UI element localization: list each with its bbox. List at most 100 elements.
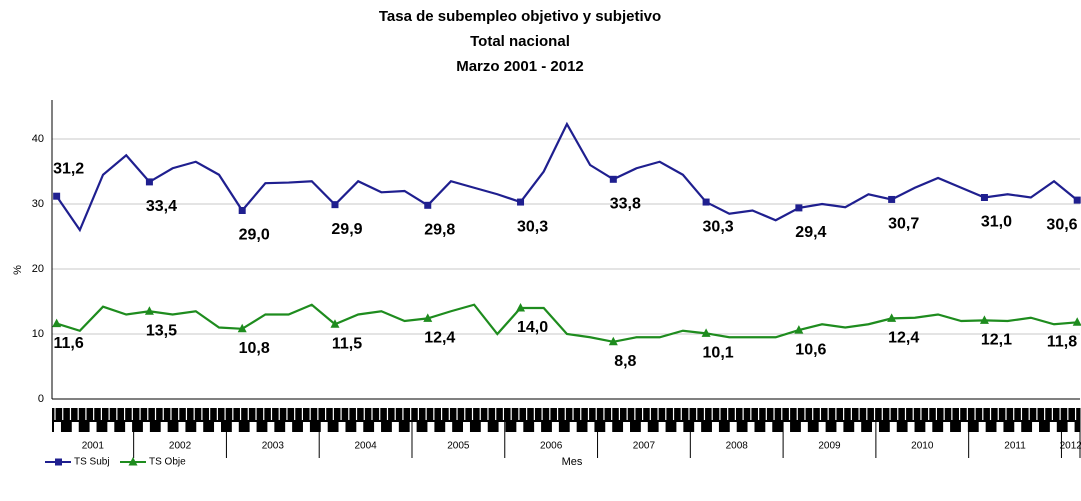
marker bbox=[53, 192, 61, 200]
marker bbox=[1073, 196, 1081, 204]
data-label: 31,0 bbox=[981, 214, 1012, 231]
month-gap-low bbox=[338, 422, 346, 432]
month-gap-low bbox=[640, 422, 648, 432]
month-gap-low bbox=[765, 422, 773, 432]
x-tick-label: 2012 bbox=[1060, 441, 1081, 452]
month-gap-low bbox=[249, 422, 257, 432]
month-gap-low bbox=[1049, 422, 1057, 432]
month-gap-low bbox=[854, 422, 862, 432]
legend-label: TS Obje bbox=[149, 457, 186, 468]
marker bbox=[52, 318, 62, 328]
marker bbox=[795, 204, 803, 212]
x-tick-label: 2008 bbox=[726, 441, 749, 452]
marker bbox=[980, 194, 988, 201]
legend-label: TS Subj bbox=[74, 457, 110, 468]
marker bbox=[608, 336, 618, 346]
data-label: 29,4 bbox=[795, 224, 826, 241]
month-gap-low bbox=[89, 422, 97, 432]
data-label: 12,4 bbox=[888, 330, 919, 347]
month-gap-low bbox=[320, 422, 328, 432]
marker bbox=[979, 315, 989, 324]
x-tick-label: 2005 bbox=[447, 441, 470, 452]
marker bbox=[516, 303, 526, 312]
month-gap-low bbox=[267, 422, 275, 432]
month-gap-low bbox=[889, 422, 897, 432]
month-gap-low bbox=[996, 422, 1004, 432]
month-gap-low bbox=[818, 422, 826, 432]
month-gap-low bbox=[54, 422, 61, 432]
y-tick-label: 40 bbox=[32, 133, 44, 145]
marker bbox=[424, 201, 432, 209]
data-label: 8,8 bbox=[614, 353, 636, 370]
month-gap-low bbox=[427, 422, 435, 432]
data-label: 12,1 bbox=[981, 332, 1012, 349]
chart-subtitle: Total nacional bbox=[470, 33, 570, 50]
month-gap-low bbox=[231, 422, 239, 432]
month-gap-low bbox=[302, 422, 310, 432]
month-gap-low bbox=[178, 422, 186, 432]
x-tick-label: 2002 bbox=[169, 441, 192, 452]
marker bbox=[702, 198, 710, 206]
month-gap-low bbox=[356, 422, 364, 432]
month-gap-low bbox=[374, 422, 382, 432]
month-gap-low bbox=[409, 422, 417, 432]
chart-period: Marzo 2001 - 2012 bbox=[456, 58, 584, 75]
data-label: 29,0 bbox=[239, 227, 270, 244]
month-gap-low bbox=[694, 422, 702, 432]
month-band-low bbox=[52, 422, 1080, 432]
marker bbox=[331, 201, 339, 209]
data-label: 30,7 bbox=[888, 216, 919, 233]
y-tick-label: 10 bbox=[32, 328, 44, 340]
month-gap-low bbox=[658, 422, 666, 432]
data-label: 31,2 bbox=[53, 160, 84, 177]
month-gap-low bbox=[729, 422, 737, 432]
data-label: 30,3 bbox=[703, 218, 734, 235]
data-label: 33,8 bbox=[610, 196, 641, 213]
x-tick-label: 2006 bbox=[540, 441, 563, 452]
marker bbox=[794, 325, 804, 334]
month-gap-low bbox=[391, 422, 399, 432]
data-label: 12,4 bbox=[424, 330, 455, 347]
x-tick-label: 2003 bbox=[262, 441, 285, 452]
month-gap-low bbox=[1067, 422, 1075, 432]
month-gap-low bbox=[960, 422, 968, 432]
data-label: 11,8 bbox=[1047, 334, 1077, 351]
marker bbox=[517, 198, 525, 206]
series-line bbox=[55, 121, 1078, 233]
month-gap-low bbox=[107, 422, 115, 432]
month-gap-low bbox=[587, 422, 595, 432]
x-tick-label: 2009 bbox=[818, 441, 841, 452]
data-label: 13,5 bbox=[146, 322, 177, 339]
marker bbox=[144, 306, 154, 315]
month-band bbox=[52, 408, 1080, 422]
month-gap-low bbox=[480, 422, 488, 432]
month-gap-low bbox=[125, 422, 133, 432]
month-gap-low bbox=[569, 422, 577, 432]
legend-marker bbox=[55, 458, 62, 466]
month-gap-low bbox=[783, 422, 791, 432]
data-label: 10,6 bbox=[795, 341, 826, 358]
month-gap-low bbox=[445, 422, 453, 432]
y-tick-label: 0 bbox=[38, 393, 44, 405]
marker bbox=[1072, 317, 1081, 326]
month-gap-low bbox=[142, 422, 150, 432]
month-gap-low bbox=[551, 422, 559, 432]
month-gap-low bbox=[747, 422, 755, 432]
y-axis-label: % bbox=[12, 265, 24, 275]
marker bbox=[238, 207, 246, 214]
data-label: 30,3 bbox=[517, 218, 548, 235]
marker bbox=[701, 328, 711, 337]
data-label: 11,6 bbox=[54, 335, 84, 352]
month-gap-low bbox=[943, 422, 951, 432]
month-gap-low bbox=[676, 422, 684, 432]
month-gap-low bbox=[196, 422, 204, 432]
marker bbox=[887, 313, 897, 322]
marker bbox=[888, 195, 896, 203]
x-tick-label: 2010 bbox=[911, 441, 934, 452]
data-label: 11,5 bbox=[332, 335, 362, 352]
data-label: 14,0 bbox=[517, 319, 548, 336]
marker bbox=[330, 319, 340, 328]
data-label: 29,8 bbox=[424, 222, 455, 239]
x-tick-label: 2007 bbox=[633, 441, 656, 452]
